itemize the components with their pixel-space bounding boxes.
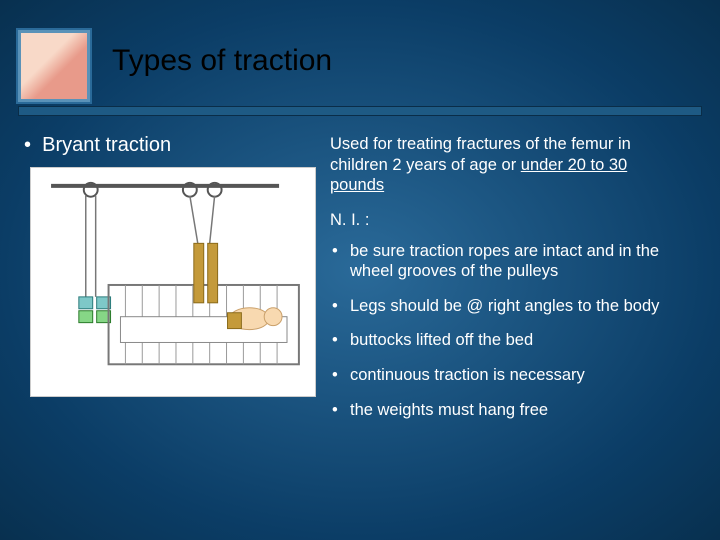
slide-header: Types of traction: [0, 0, 720, 120]
list-item: continuous traction is necessary: [330, 365, 678, 386]
ni-label: N. I. :: [330, 210, 678, 231]
list-item: buttocks lifted off the bed: [330, 330, 678, 351]
description-text: Used for treating fractures of the femur…: [330, 134, 678, 196]
subtitle-text: Bryant traction: [42, 134, 171, 156]
list-item: the weights must hang free: [330, 400, 678, 421]
left-column: • Bryant traction: [0, 134, 330, 434]
bryant-traction-illustration: [30, 167, 316, 397]
subtitle-bullet: • Bryant traction: [24, 134, 330, 157]
title-underline-bar: [18, 106, 702, 116]
header-thumbnail: [18, 30, 90, 102]
list-item: Legs should be @ right angles to the bod…: [330, 296, 678, 317]
slide-content: • Bryant traction: [0, 134, 720, 434]
right-column: Used for treating fractures of the femur…: [330, 134, 700, 434]
ni-bullet-list: be sure traction ropes are intact and in…: [330, 241, 678, 421]
list-item: be sure traction ropes are intact and in…: [330, 241, 678, 282]
slide-title: Types of traction: [112, 44, 332, 78]
